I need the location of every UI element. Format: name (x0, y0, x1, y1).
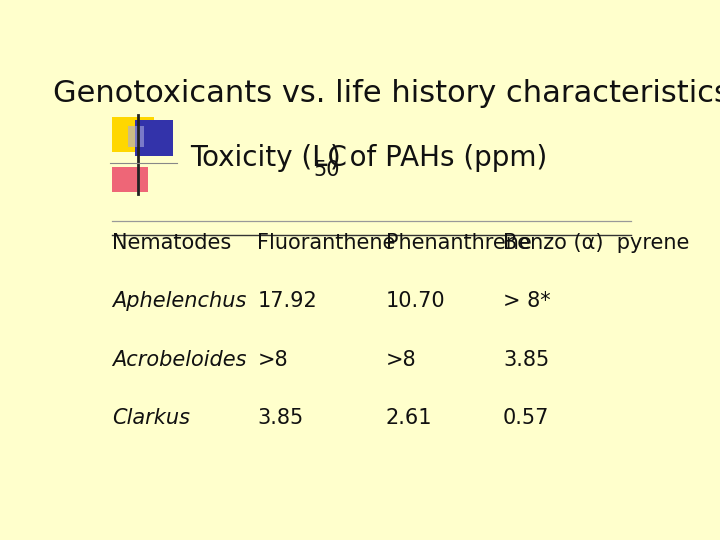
Text: 50: 50 (314, 160, 340, 180)
Text: Genotoxicants vs. life history characteristics: Genotoxicants vs. life history character… (53, 79, 720, 109)
Text: 3.85: 3.85 (503, 349, 549, 369)
FancyBboxPatch shape (112, 167, 148, 192)
Text: 0.57: 0.57 (503, 408, 549, 428)
Text: >8: >8 (386, 349, 416, 369)
Text: Aphelenchus: Aphelenchus (112, 292, 247, 312)
Text: 17.92: 17.92 (258, 292, 317, 312)
Text: 3.85: 3.85 (258, 408, 304, 428)
Text: Benzo (α)  pyrene: Benzo (α) pyrene (503, 233, 689, 253)
Text: 10.70: 10.70 (386, 292, 446, 312)
FancyBboxPatch shape (128, 126, 144, 147)
Text: Toxicity (LC: Toxicity (LC (190, 144, 347, 172)
Text: 2.61: 2.61 (386, 408, 432, 428)
Text: > 8*: > 8* (503, 292, 551, 312)
Text: Fluoranthene: Fluoranthene (258, 233, 396, 253)
Text: Acrobeloides: Acrobeloides (112, 349, 247, 369)
FancyBboxPatch shape (135, 120, 173, 156)
FancyBboxPatch shape (112, 117, 154, 152)
Text: Phenanthrene: Phenanthrene (386, 233, 531, 253)
Text: >8: >8 (258, 349, 288, 369)
Text: Clarkus: Clarkus (112, 408, 190, 428)
Text: ) of PAHs (ppm): ) of PAHs (ppm) (330, 144, 548, 172)
Text: Nematodes: Nematodes (112, 233, 232, 253)
